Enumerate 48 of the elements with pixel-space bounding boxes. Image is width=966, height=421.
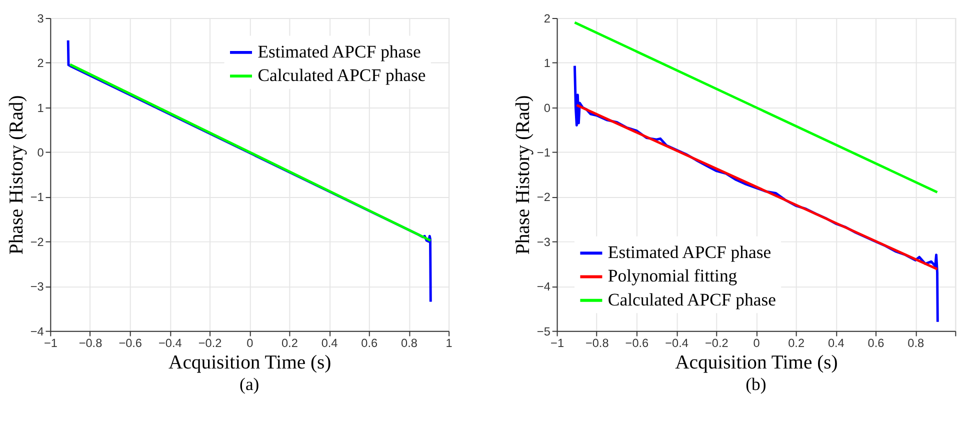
y-tick-label: −4 [536, 280, 551, 294]
y-tick-label: 2 [544, 11, 550, 26]
x-tick-label: 0.2 [282, 336, 298, 350]
x-tick-label: −0.4 [158, 336, 182, 350]
y-axis-title: Phase History (Rad) [512, 95, 534, 255]
x-tick-label: 0.4 [828, 336, 845, 350]
x-tick-label: −0.6 [118, 336, 142, 350]
y-axis-title: Phase History (Rad) [5, 95, 28, 255]
legend-label: Polynomial fitting [608, 266, 738, 286]
x-tick-label: 0.2 [788, 336, 805, 350]
x-tick-label: −0.8 [78, 336, 103, 350]
y-tick-label: −2 [536, 190, 550, 204]
y-tick-label: −1 [536, 146, 550, 160]
text: (a) [240, 374, 260, 394]
y-tick-label: 0 [37, 146, 44, 160]
x-tick-label: 0 [246, 336, 254, 350]
x-tick-label: −0.2 [198, 336, 222, 350]
legend-label: Calculated APCF phase [258, 64, 426, 85]
legend-label: Estimated APCF phase [258, 41, 421, 62]
x-tick-label: −0.8 [585, 336, 610, 350]
y-tick-label: −3 [30, 280, 44, 294]
x-axis-title: Acquisition Time (s) [168, 352, 332, 374]
x-axis-title: Acquisition Time (s) [675, 352, 838, 374]
text: (b) [746, 374, 766, 394]
y-tick-label: −1 [30, 190, 44, 204]
line-series [66, 39, 432, 304]
legend-label: Calculated APCF phase [608, 289, 776, 310]
y-tick-label: 3 [37, 11, 44, 26]
y-tick-label: −5 [536, 324, 551, 338]
x-tick-label: 0.8 [908, 336, 924, 350]
x-tick-label: 0.6 [868, 336, 885, 350]
y-tick-label: 1 [37, 100, 44, 115]
x-tick-label: 0.8 [401, 336, 418, 350]
legend-label: Estimated APCF phase [608, 242, 772, 262]
line-series [573, 64, 939, 324]
y-tick-label: −3 [536, 234, 551, 249]
y-tick-label: 0 [544, 100, 551, 115]
y-tick-label: −4 [30, 324, 44, 338]
x-tick-label: −0.4 [665, 336, 689, 350]
y-tick-label: 1 [544, 56, 550, 70]
x-tick-label: 0.6 [361, 336, 378, 350]
x-tick-label: 0 [753, 336, 760, 350]
x-tick-label: −0.2 [704, 336, 728, 350]
x-tick-label: −0.6 [625, 336, 650, 350]
y-tick-label: −2 [30, 234, 44, 249]
x-tick-label: 1 [446, 336, 452, 350]
x-tick-label: 0.4 [321, 336, 338, 350]
y-tick-label: 2 [37, 56, 44, 70]
